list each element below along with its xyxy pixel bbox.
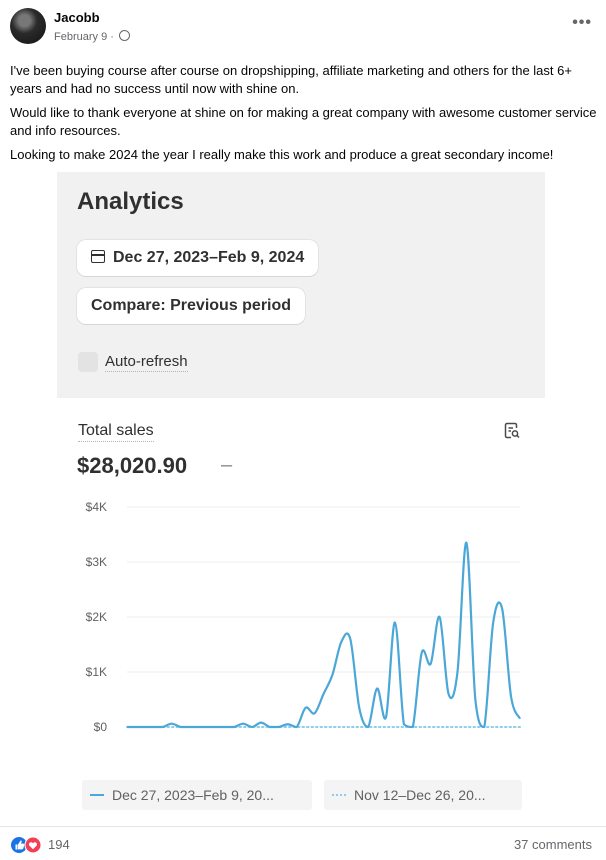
data-point bbox=[349, 638, 351, 640]
data-point bbox=[394, 621, 396, 623]
explore-report-icon bbox=[504, 422, 520, 439]
globe-icon bbox=[118, 30, 130, 41]
reactions-icon[interactable] bbox=[10, 836, 42, 854]
data-point bbox=[501, 608, 503, 610]
data-point bbox=[474, 698, 476, 700]
data-point bbox=[126, 726, 128, 728]
post-date[interactable]: February 9 · bbox=[54, 31, 114, 43]
legend-dotted-line bbox=[332, 794, 346, 796]
date-range-label: Dec 27, 2023–Feb 9, 2024 bbox=[113, 249, 305, 266]
y-tick-label: $3K bbox=[86, 555, 107, 569]
data-point bbox=[305, 707, 307, 709]
legend-current-period: Dec 27, 2023–Feb 9, 20... bbox=[82, 780, 312, 810]
analytics-screenshot[interactable]: Analytics Dec 27, 2023–Feb 9, 2024 Compa… bbox=[57, 172, 545, 824]
post-meta: February 9 · bbox=[54, 30, 130, 43]
data-point bbox=[510, 696, 512, 698]
data-point bbox=[171, 723, 173, 725]
page-title: Analytics bbox=[77, 188, 184, 215]
data-point bbox=[162, 726, 164, 728]
auto-refresh-label: Auto-refresh bbox=[105, 353, 188, 372]
post-paragraph: I've been buying course after course on … bbox=[10, 63, 572, 96]
data-point bbox=[412, 726, 414, 728]
data-point bbox=[215, 726, 217, 728]
legend-previous-label: Nov 12–Dec 26, 20... bbox=[354, 787, 486, 803]
data-point bbox=[233, 726, 235, 728]
data-point bbox=[403, 723, 405, 725]
data-point bbox=[421, 652, 423, 654]
data-point bbox=[385, 716, 387, 718]
data-point bbox=[251, 726, 253, 728]
data-point bbox=[447, 693, 449, 695]
data-point bbox=[313, 712, 315, 714]
data-point bbox=[358, 707, 360, 709]
date-range-button: Dec 27, 2023–Feb 9, 2024 bbox=[77, 240, 319, 276]
auto-refresh-checkbox bbox=[78, 352, 98, 372]
data-point bbox=[492, 621, 494, 623]
data-point bbox=[439, 616, 441, 618]
data-point bbox=[179, 726, 181, 728]
avatar[interactable] bbox=[10, 8, 46, 44]
data-point bbox=[376, 687, 378, 689]
data-point bbox=[322, 693, 324, 695]
post-header: Jacobb February 9 · ••• bbox=[10, 8, 596, 48]
data-point bbox=[278, 726, 280, 728]
data-point bbox=[197, 726, 199, 728]
legend-current-label: Dec 27, 2023–Feb 9, 20... bbox=[112, 787, 274, 803]
data-point bbox=[224, 726, 226, 728]
data-point bbox=[296, 726, 298, 728]
author-name[interactable]: Jacobb bbox=[54, 10, 100, 25]
data-point bbox=[188, 726, 190, 728]
legend-previous-period: Nov 12–Dec 26, 20... bbox=[324, 780, 522, 810]
data-point bbox=[456, 671, 458, 673]
data-point bbox=[260, 722, 262, 724]
total-sales-value: $28,020.90 bbox=[77, 453, 188, 478]
calendar-icon bbox=[91, 250, 105, 263]
reaction-count[interactable]: 194 bbox=[48, 837, 70, 852]
data-point bbox=[269, 726, 271, 728]
data-point bbox=[153, 726, 155, 728]
data-point bbox=[135, 726, 137, 728]
data-point bbox=[430, 663, 432, 665]
data-point bbox=[340, 641, 342, 643]
data-point bbox=[287, 723, 289, 725]
y-tick-label: $0 bbox=[94, 720, 108, 734]
y-tick-label: $4K bbox=[86, 500, 107, 514]
post-footer: 194 37 comments bbox=[10, 836, 596, 854]
analytics-header-panel: Analytics Dec 27, 2023–Feb 9, 2024 Compa… bbox=[57, 172, 545, 398]
data-point bbox=[242, 723, 244, 725]
data-point bbox=[331, 674, 333, 676]
footer-divider bbox=[0, 826, 606, 827]
data-point bbox=[519, 718, 521, 720]
y-tick-label: $2K bbox=[86, 610, 107, 624]
y-tick-label: $1K bbox=[86, 665, 107, 679]
total-sales-change: – bbox=[221, 454, 233, 476]
data-point bbox=[367, 726, 369, 728]
current-period-line bbox=[127, 541, 522, 729]
data-point bbox=[206, 726, 208, 728]
post-paragraph: Would like to thank everyone at shine on… bbox=[10, 105, 597, 138]
data-point bbox=[483, 726, 485, 728]
compare-button: Compare: Previous period bbox=[77, 288, 306, 324]
total-sales-label: Total sales bbox=[78, 422, 154, 442]
data-point bbox=[144, 726, 146, 728]
more-options-button[interactable]: ••• bbox=[572, 14, 592, 31]
comments-count[interactable]: 37 comments bbox=[513, 837, 592, 852]
data-point bbox=[465, 542, 467, 544]
post-paragraph: Looking to make 2024 the year I really m… bbox=[10, 147, 554, 162]
post-body: I've been buying course after course on … bbox=[10, 62, 598, 170]
legend-solid-line bbox=[90, 794, 104, 796]
